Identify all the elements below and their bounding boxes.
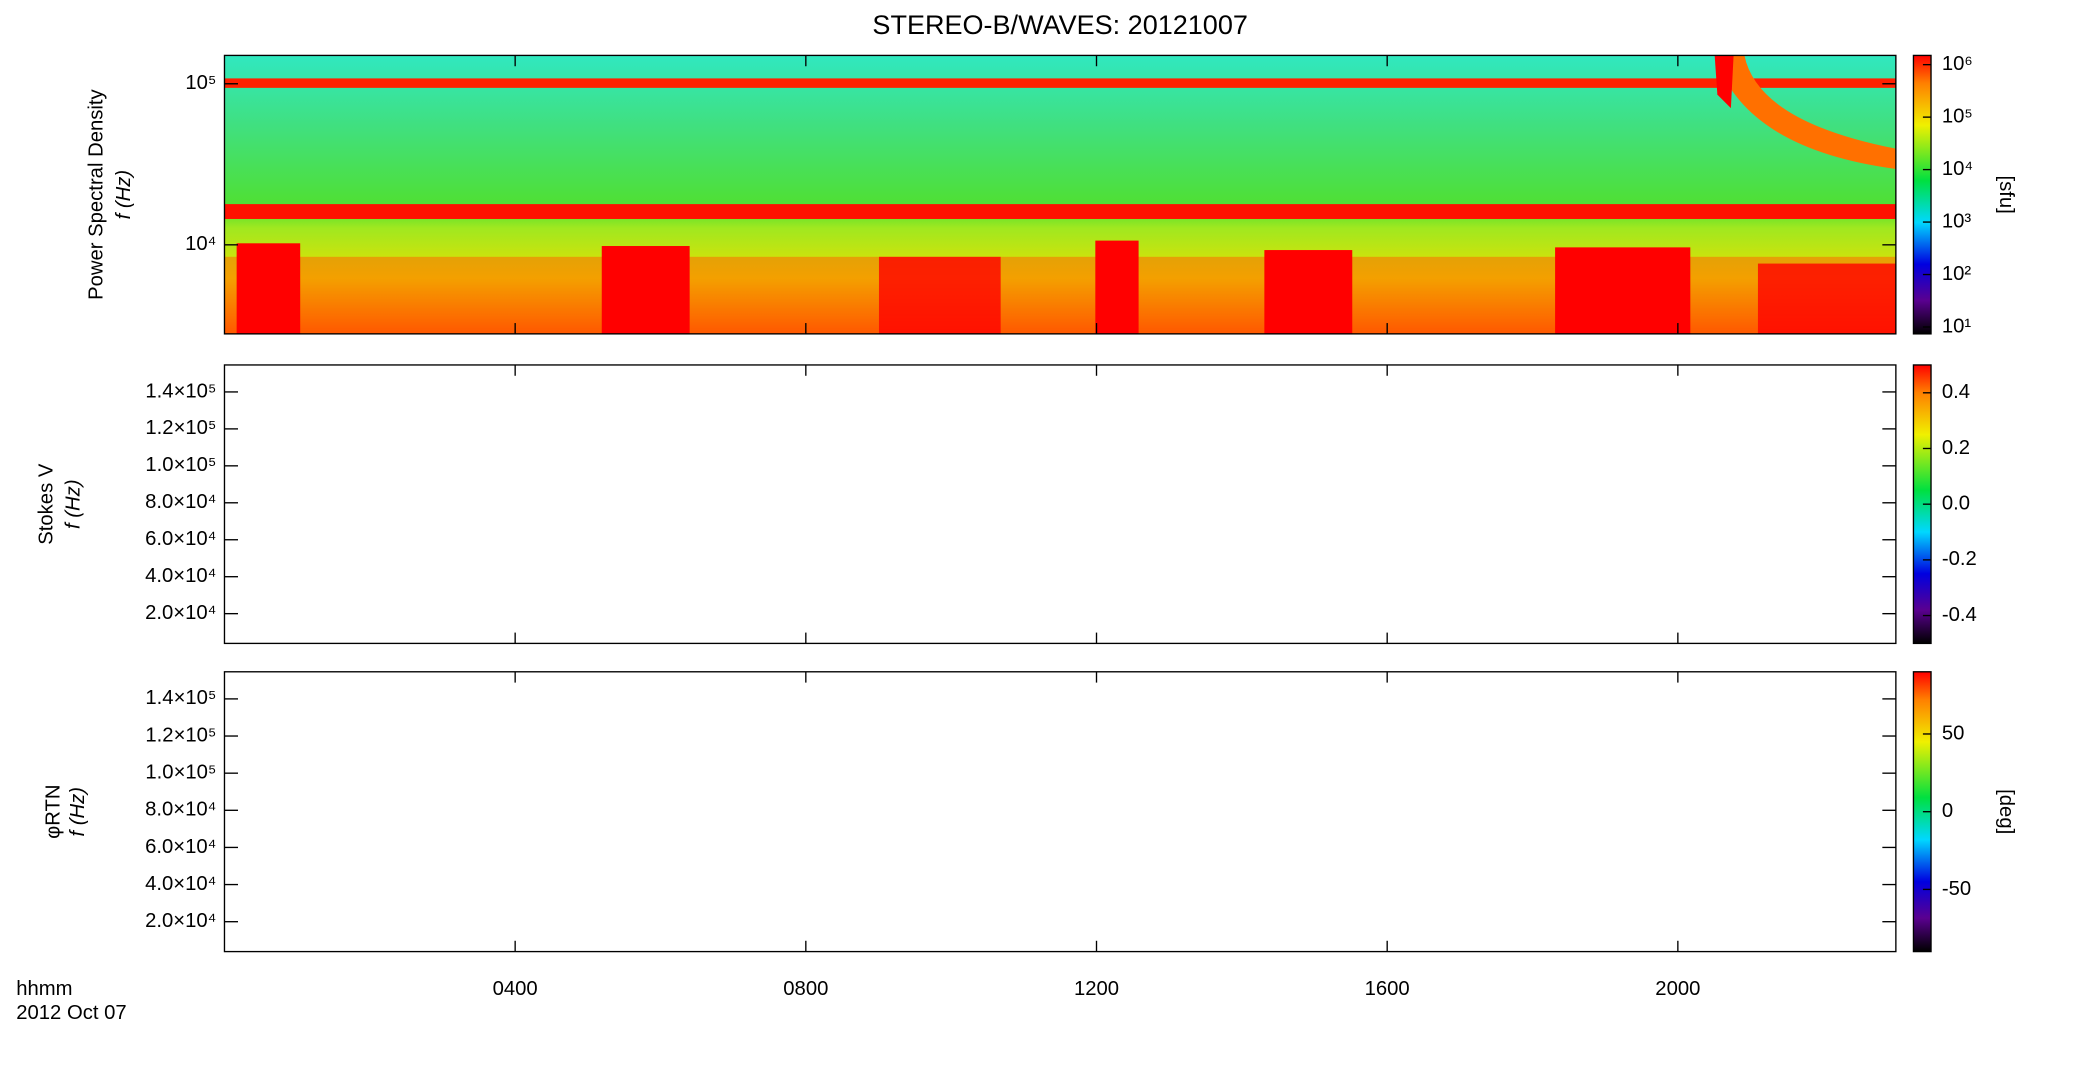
x-tick-label: 2000 [1655,978,1700,1000]
colorbar-tick-label: 50 [1942,722,1965,744]
y-axis-label: Power Spectral Density [86,88,108,299]
plot-frame [223,364,1897,645]
colorbar-tick-label: 10¹ [1942,315,1972,337]
colorbar-tick-label: 0.4 [1942,381,1970,403]
y-tick-label: 1.4×10⁵ [145,380,216,402]
y-tick-label: 1.0×10⁵ [145,762,216,784]
y-axis-label: φRTN [42,784,64,838]
colorbar-tick-label: 10⁵ [1942,105,1973,127]
y-tick-label: 8.0×10⁴ [145,491,216,513]
y-tick-label: 6.0×10⁴ [145,836,216,858]
colorbar-tick-label: 0.0 [1942,493,1970,515]
colorbars [1913,55,1932,952]
plot-frame [223,54,1897,335]
y-axis-label: Stokes V [36,463,58,545]
colorbar-label: [sfu] [1995,175,2017,213]
y-tick-label: 4.0×10⁴ [145,565,216,587]
plot-frame [223,671,1897,953]
y-tick-label: 1.2×10⁵ [145,417,216,439]
colorbar-tick-label: -0.2 [1942,548,1977,570]
x-tick-label: 0800 [783,978,828,1000]
y-tick-label: 10⁴ [185,233,216,255]
y-tick-label: 10⁵ [185,72,216,94]
spectrogram-image [224,55,1896,334]
colorbar-tick-label: 10² [1942,263,1972,285]
y-tick-label: 4.0×10⁴ [145,873,216,895]
y-tick-label: 2.0×10⁴ [145,602,216,624]
colorbar-tick-label: 10⁴ [1942,158,1973,180]
y-tick-label: 2.0×10⁴ [145,910,216,932]
chart-title: STEREO-B/WAVES: 20121007 [872,10,1247,40]
y-tick-label: 1.4×10⁵ [145,687,216,709]
colorbar-tick-label: 10⁶ [1942,53,1973,75]
colorbar-tick-label: 10³ [1942,210,1972,232]
x-axis-label: hhmm [16,978,72,1000]
y-tick-label: 1.2×10⁵ [145,724,216,746]
y-axis-label: f (Hz) [113,170,135,220]
x-tick-label: 0400 [493,978,538,1000]
y-tick-label: 1.0×10⁵ [145,454,216,476]
colorbar-label: [deg] [1995,789,2017,834]
x-tick-label: 1600 [1365,978,1410,1000]
colorbar-tick-label: -50 [1942,878,1971,900]
date-label: 2012 Oct 07 [16,1002,126,1024]
colorbar-tick-label: -0.4 [1942,604,1977,626]
y-axis-label: f (Hz) [63,479,85,529]
y-tick-label: 8.0×10⁴ [145,799,216,821]
colorbar-frame [1912,54,1932,335]
colorbar-tick-label: 0 [1942,800,1953,822]
y-axis-label: f (Hz) [67,787,89,837]
y-tick-label: 6.0×10⁴ [145,528,216,550]
x-tick-label: 1200 [1074,978,1119,1000]
colorbar-tick-label: 0.2 [1942,437,1970,459]
